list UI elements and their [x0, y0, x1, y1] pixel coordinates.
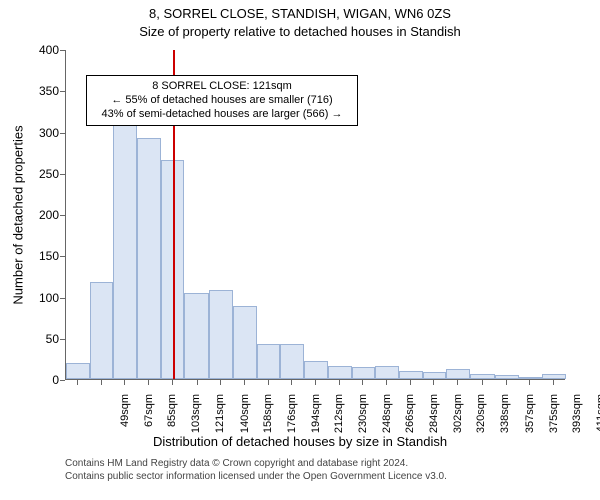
histogram-bar	[423, 372, 447, 379]
x-tick-mark	[457, 380, 458, 385]
histogram-bar	[90, 282, 114, 379]
x-tick-mark	[291, 380, 292, 385]
x-tick-label: 158sqm	[262, 394, 274, 438]
x-tick-mark	[172, 380, 173, 385]
y-tick-mark	[60, 50, 65, 51]
x-tick-label: 320sqm	[475, 394, 487, 438]
histogram-bar	[209, 290, 233, 379]
annotation-line1: 8 SORREL CLOSE: 121sqm	[93, 79, 351, 93]
x-tick-mark	[77, 380, 78, 385]
x-tick-mark	[482, 380, 483, 385]
y-tick-label: 50	[46, 332, 59, 346]
x-tick-label: 176sqm	[286, 394, 298, 438]
x-tick-mark	[315, 380, 316, 385]
x-tick-label: 212sqm	[333, 394, 345, 438]
histogram-bar	[184, 293, 209, 379]
attribution-line2: Contains public sector information licen…	[65, 471, 447, 484]
y-tick-label: 350	[39, 84, 59, 98]
histogram-bar	[66, 363, 90, 380]
histogram-bar	[446, 369, 470, 379]
histogram-bar	[304, 361, 328, 379]
x-tick-label: 393sqm	[571, 394, 583, 438]
property-size-chart: 8, SORREL CLOSE, STANDISH, WIGAN, WN6 0Z…	[0, 0, 600, 500]
y-tick-mark	[60, 298, 65, 299]
y-tick-mark	[60, 380, 65, 381]
x-tick-mark	[553, 380, 554, 385]
y-tick-mark	[60, 133, 65, 134]
histogram-bar	[257, 344, 281, 379]
annotation-line3: 43% of semi-detached houses are larger (…	[93, 107, 351, 121]
x-tick-mark	[362, 380, 363, 385]
x-tick-label: 302sqm	[452, 394, 464, 438]
x-tick-mark	[339, 380, 340, 385]
x-tick-label: 103sqm	[190, 394, 202, 438]
x-tick-mark	[433, 380, 434, 385]
y-axis-label: Number of detached properties	[11, 125, 26, 304]
y-tick-label: 150	[39, 249, 59, 263]
chart-title: 8, SORREL CLOSE, STANDISH, WIGAN, WN6 0Z…	[0, 6, 600, 21]
x-tick-mark	[197, 380, 198, 385]
x-tick-mark	[220, 380, 221, 385]
x-tick-label: 67sqm	[143, 394, 155, 438]
attribution: Contains HM Land Registry data © Crown c…	[65, 458, 447, 483]
x-tick-label: 121sqm	[214, 394, 226, 438]
x-tick-label: 357sqm	[524, 394, 536, 438]
x-tick-label: 266sqm	[404, 394, 416, 438]
y-tick-label: 400	[39, 43, 59, 57]
y-tick-mark	[60, 339, 65, 340]
x-tick-label: 230sqm	[357, 394, 369, 438]
y-tick-label: 250	[39, 167, 59, 181]
x-tick-mark	[506, 380, 507, 385]
histogram-bar	[328, 366, 352, 379]
histogram-bar	[113, 121, 137, 379]
x-tick-mark	[148, 380, 149, 385]
histogram-bar	[542, 374, 566, 379]
y-tick-label: 0	[52, 373, 59, 387]
annotation-line2: ← 55% of detached houses are smaller (71…	[93, 93, 351, 107]
histogram-bar	[470, 374, 495, 379]
histogram-bar	[399, 371, 423, 379]
histogram-bar	[352, 367, 376, 379]
y-tick-label: 200	[39, 208, 59, 222]
y-tick-label: 300	[39, 126, 59, 140]
histogram-bar	[495, 375, 519, 379]
y-tick-mark	[60, 215, 65, 216]
x-tick-label: 194sqm	[310, 394, 322, 438]
x-tick-label: 248sqm	[381, 394, 393, 438]
x-tick-mark	[124, 380, 125, 385]
x-tick-label: 49sqm	[119, 394, 131, 438]
y-tick-mark	[60, 91, 65, 92]
histogram-bar	[280, 344, 304, 379]
x-tick-label: 411sqm	[595, 394, 600, 438]
x-tick-label: 140sqm	[239, 394, 251, 438]
x-tick-mark	[386, 380, 387, 385]
attribution-line1: Contains HM Land Registry data © Crown c…	[65, 458, 447, 471]
y-tick-mark	[60, 174, 65, 175]
x-tick-label: 284sqm	[428, 394, 440, 438]
chart-subtitle: Size of property relative to detached ho…	[0, 24, 600, 39]
x-tick-mark	[529, 380, 530, 385]
x-tick-label: 338sqm	[499, 394, 511, 438]
histogram-bar	[375, 366, 399, 379]
histogram-bar	[137, 138, 161, 379]
y-tick-mark	[60, 256, 65, 257]
x-tick-mark	[101, 380, 102, 385]
x-tick-mark	[410, 380, 411, 385]
x-tick-label: 85sqm	[166, 394, 178, 438]
histogram-bar	[233, 306, 257, 379]
annotation-box: 8 SORREL CLOSE: 121sqm← 55% of detached …	[86, 75, 358, 126]
histogram-bar	[519, 377, 543, 379]
x-tick-mark	[244, 380, 245, 385]
plot-area: 8 SORREL CLOSE: 121sqm← 55% of detached …	[65, 50, 565, 380]
x-tick-label: 375sqm	[548, 394, 560, 438]
x-tick-mark	[268, 380, 269, 385]
y-tick-label: 100	[39, 291, 59, 305]
